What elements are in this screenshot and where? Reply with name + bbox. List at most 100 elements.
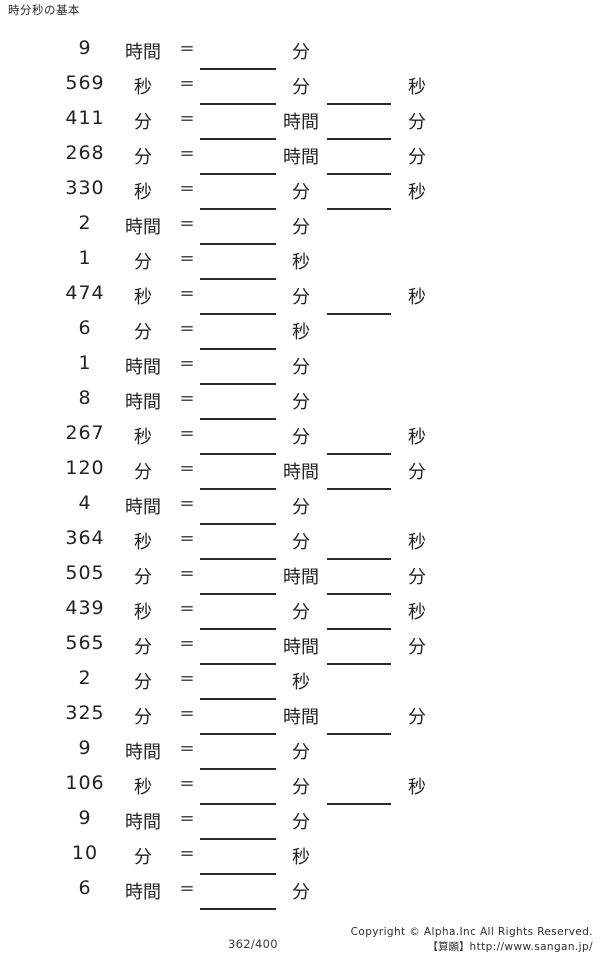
problem-row: 565 分 = 時間 分: [0, 632, 600, 667]
answer-blank-primary[interactable]: [200, 359, 276, 385]
answer-blank-secondary[interactable]: [327, 604, 391, 630]
problem-quantity: 411: [65, 107, 105, 129]
equals-sign: =: [179, 388, 195, 409]
answer-blank-primary[interactable]: [200, 44, 276, 70]
problem-source-unit: 分: [134, 322, 152, 343]
answer-blank-primary[interactable]: [200, 779, 276, 805]
problem-row: 4 時間 = 分: [0, 492, 600, 527]
equals-sign: =: [179, 703, 195, 724]
answer-blank-primary[interactable]: [200, 429, 276, 455]
problem-quantity: 474: [65, 282, 105, 304]
answer-blank-primary[interactable]: [200, 814, 276, 840]
problem-source-unit: 時間: [125, 882, 161, 903]
equals-sign: =: [179, 108, 195, 129]
problem-row: 439 秒 = 分 秒: [0, 597, 600, 632]
brand-label: 【算願】: [427, 941, 470, 953]
problem-quantity: 2: [78, 212, 92, 234]
problem-row: 10 分 = 秒: [0, 842, 600, 877]
problem-quantity: 6: [78, 877, 92, 899]
answer-blank-primary[interactable]: [200, 149, 276, 175]
answer-blank-primary[interactable]: [200, 569, 276, 595]
equals-sign: =: [179, 143, 195, 164]
answer-unit-secondary: 分: [408, 567, 426, 588]
answer-unit-secondary: 秒: [408, 777, 426, 798]
problem-source-unit: 分: [134, 637, 152, 658]
problem-quantity: 10: [71, 842, 99, 864]
problem-source-unit: 秒: [134, 287, 152, 308]
answer-blank-secondary[interactable]: [327, 149, 391, 175]
answer-unit-primary: 分: [292, 77, 310, 98]
answer-blank-primary[interactable]: [200, 464, 276, 490]
problem-quantity: 106: [65, 772, 105, 794]
problem-quantity: 9: [78, 37, 92, 59]
answer-blank-primary[interactable]: [200, 289, 276, 315]
problem-row: 106 秒 = 分 秒: [0, 772, 600, 807]
answer-blank-primary[interactable]: [200, 709, 276, 735]
problem-source-unit: 秒: [134, 77, 152, 98]
problem-quantity: 569: [65, 72, 105, 94]
problem-source-unit: 時間: [125, 497, 161, 518]
problem-row: 330 秒 = 分 秒: [0, 177, 600, 212]
answer-blank-primary[interactable]: [200, 499, 276, 525]
answer-blank-primary[interactable]: [200, 534, 276, 560]
answer-blank-secondary[interactable]: [327, 569, 391, 595]
answer-blank-primary[interactable]: [200, 219, 276, 245]
problem-quantity: 505: [65, 562, 105, 584]
answer-unit-primary: 秒: [292, 672, 310, 693]
answer-blank-primary[interactable]: [200, 744, 276, 770]
answer-blank-secondary[interactable]: [327, 114, 391, 140]
problem-quantity: 364: [65, 527, 105, 549]
equals-sign: =: [179, 528, 195, 549]
answer-blank-secondary[interactable]: [327, 289, 391, 315]
problem-quantity: 1: [78, 352, 92, 374]
answer-blank-secondary[interactable]: [327, 79, 391, 105]
answer-blank-secondary[interactable]: [327, 184, 391, 210]
equals-sign: =: [179, 423, 195, 444]
answer-blank-primary[interactable]: [200, 79, 276, 105]
answer-blank-secondary[interactable]: [327, 464, 391, 490]
answer-unit-primary: 時間: [283, 112, 319, 133]
answer-blank-primary[interactable]: [200, 394, 276, 420]
problem-source-unit: 分: [134, 252, 152, 273]
answer-unit-secondary: 秒: [408, 182, 426, 203]
problem-quantity: 9: [78, 737, 92, 759]
equals-sign: =: [179, 213, 195, 234]
problem-row: 1 分 = 秒: [0, 247, 600, 282]
answer-blank-primary[interactable]: [200, 604, 276, 630]
answer-blank-primary[interactable]: [200, 254, 276, 280]
problem-source-unit: 時間: [125, 742, 161, 763]
problem-row: 9 時間 = 分: [0, 807, 600, 842]
answer-blank-primary[interactable]: [200, 639, 276, 665]
answer-blank-primary[interactable]: [200, 114, 276, 140]
answer-blank-primary[interactable]: [200, 849, 276, 875]
problem-quantity: 439: [65, 597, 105, 619]
answer-blank-primary[interactable]: [200, 184, 276, 210]
answer-blank-secondary[interactable]: [327, 429, 391, 455]
equals-sign: =: [179, 738, 195, 759]
problem-row: 364 秒 = 分 秒: [0, 527, 600, 562]
answer-unit-primary: 時間: [283, 462, 319, 483]
answer-blank-primary[interactable]: [200, 884, 276, 910]
problem-quantity: 2: [78, 667, 92, 689]
answer-blank-secondary[interactable]: [327, 534, 391, 560]
answer-blank-secondary[interactable]: [327, 779, 391, 805]
answer-blank-primary[interactable]: [200, 674, 276, 700]
answer-unit-primary: 分: [292, 602, 310, 623]
problem-source-unit: 秒: [134, 602, 152, 623]
equals-sign: =: [179, 878, 195, 899]
answer-blank-primary[interactable]: [200, 324, 276, 350]
problem-source-unit: 分: [134, 707, 152, 728]
answer-unit-primary: 時間: [283, 567, 319, 588]
equals-sign: =: [179, 808, 195, 829]
answer-unit-primary: 分: [292, 497, 310, 518]
answer-unit-secondary: 分: [408, 707, 426, 728]
problem-source-unit: 分: [134, 567, 152, 588]
equals-sign: =: [179, 493, 195, 514]
equals-sign: =: [179, 38, 195, 59]
answer-unit-secondary: 分: [408, 637, 426, 658]
answer-blank-secondary[interactable]: [327, 709, 391, 735]
answer-unit-primary: 分: [292, 742, 310, 763]
equals-sign: =: [179, 773, 195, 794]
answer-blank-secondary[interactable]: [327, 639, 391, 665]
answer-unit-primary: 分: [292, 427, 310, 448]
